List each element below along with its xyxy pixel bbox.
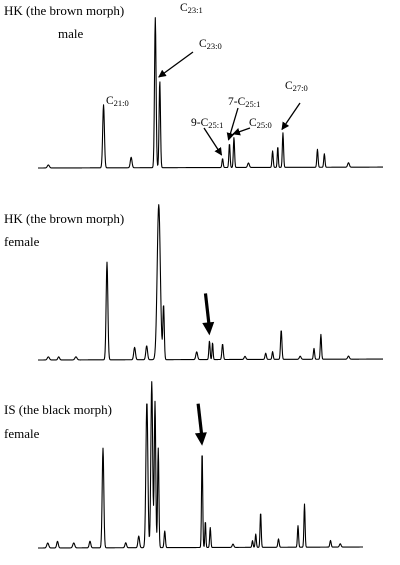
arrows-layer [158,51,301,446]
panel-1-subtitle: male [58,26,83,41]
arrow-c27-0 [281,102,301,131]
arrow-c23-0 [158,51,194,78]
chromatogram-trace-3 [37,381,364,549]
arrow-9-c25-1 [203,127,223,156]
panel-3-subtitle: female [4,426,40,441]
arrow-c25-0 [232,127,251,136]
peak-label-9-c25-1: 9-C25:1 [191,117,223,130]
panel-3-title: IS (the black morph) [4,402,112,417]
peak-label-c23-1: C23:1 [180,2,203,15]
peak-label-c27-0: C27:0 [285,80,308,93]
chromatogram-trace-2 [37,204,384,361]
panel-2-title: HK (the brown morph) [4,211,124,226]
labels-layer: HK (the brown morph) male C21:0 C23:1 C23:0 9… [4,2,308,441]
peak-label-c25-0: C25:0 [249,117,272,130]
traces-layer [37,17,384,549]
peak-label-c21-0: C21:0 [106,95,129,108]
panel-2-subtitle: female [4,234,40,249]
highlight-arrow-panel-2 [202,293,215,336]
peak-label-7-c25-1: 7-C25:1 [228,96,260,109]
peak-label-c23-0: C23:0 [199,38,222,51]
arrow-7-c25-1 [226,107,239,141]
panel-1-title: HK (the brown morph) [4,3,124,18]
chromatogram-trace-1 [37,17,384,169]
highlight-arrow-panel-3 [194,403,207,446]
